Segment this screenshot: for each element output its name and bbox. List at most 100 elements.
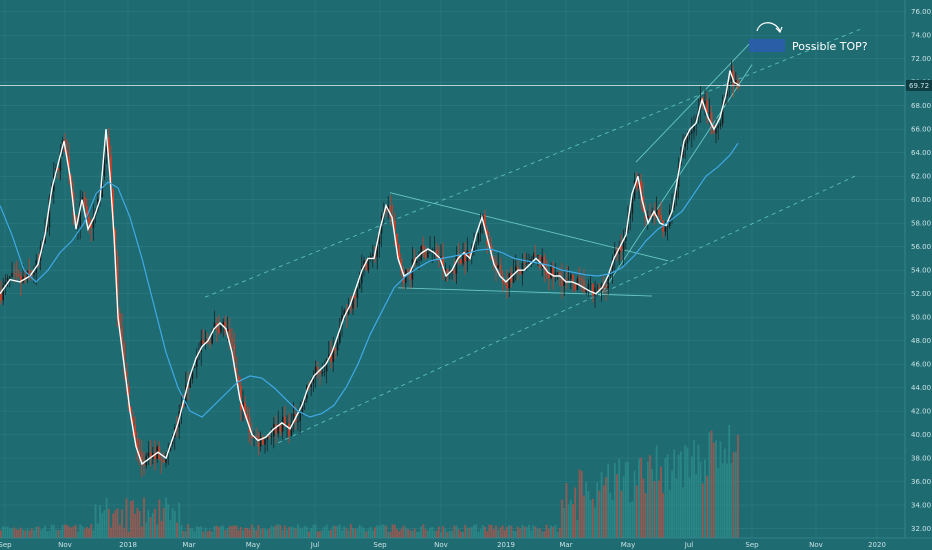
candle-body bbox=[552, 266, 554, 277]
candle-body bbox=[684, 143, 686, 148]
volume-bar bbox=[523, 526, 526, 538]
candle-body bbox=[268, 436, 271, 438]
volume-bar bbox=[125, 498, 128, 538]
volume-bar bbox=[404, 527, 407, 538]
y-tick-label: 52.00 bbox=[911, 290, 931, 298]
candle-body bbox=[534, 255, 537, 256]
x-tick-label: 2018 bbox=[119, 541, 137, 549]
volume-bar bbox=[235, 525, 238, 538]
candle-body bbox=[402, 271, 405, 283]
volume-bar bbox=[611, 499, 614, 538]
candle-body bbox=[620, 245, 623, 252]
volume-bar bbox=[22, 529, 24, 538]
volume-bar bbox=[457, 529, 460, 538]
volume-bar bbox=[33, 530, 35, 538]
candle-body bbox=[453, 270, 455, 274]
candle-body bbox=[649, 215, 651, 218]
volume-bar bbox=[585, 482, 588, 538]
candle-body bbox=[114, 230, 117, 257]
volume-bar bbox=[547, 528, 550, 538]
volume-bar bbox=[217, 526, 220, 538]
volume-bar bbox=[356, 528, 359, 538]
volume-bar bbox=[184, 531, 187, 538]
candle-body bbox=[675, 187, 678, 198]
candle-body bbox=[209, 342, 211, 344]
candle-body bbox=[259, 436, 262, 447]
y-tick-label: 60.00 bbox=[911, 196, 931, 204]
candle-body bbox=[328, 354, 330, 359]
volume-bar bbox=[605, 476, 607, 538]
channel-upper-line bbox=[204, 28, 861, 298]
volume-bar bbox=[690, 456, 693, 538]
candle-body bbox=[352, 295, 354, 309]
candle-body bbox=[57, 167, 59, 171]
candle-body bbox=[460, 259, 462, 264]
candle-body bbox=[530, 259, 532, 262]
volume-bar bbox=[534, 526, 537, 538]
volume-bar bbox=[266, 529, 269, 538]
slow-moving-average-line bbox=[0, 142, 739, 418]
volume-bar bbox=[671, 470, 673, 538]
channel-lower-line bbox=[277, 175, 856, 444]
annotation-note: Possible TOP? bbox=[749, 22, 868, 53]
volume-bar bbox=[444, 529, 447, 538]
candle-body bbox=[653, 211, 656, 216]
volume-bar bbox=[28, 530, 31, 538]
candle-body bbox=[231, 337, 233, 345]
volume-bar bbox=[332, 525, 335, 538]
candle-body bbox=[77, 225, 79, 228]
candle-body bbox=[321, 372, 323, 374]
candle-body bbox=[660, 214, 662, 221]
volume-bar bbox=[349, 524, 352, 538]
volume-bar bbox=[19, 527, 22, 538]
volume-bar bbox=[11, 527, 13, 538]
candle-body bbox=[658, 209, 660, 215]
grid bbox=[0, 0, 905, 538]
candle-body bbox=[495, 261, 497, 268]
volume-bar bbox=[622, 476, 625, 538]
volume-bar bbox=[83, 528, 86, 538]
volume-bar bbox=[105, 497, 108, 538]
volume-bar bbox=[488, 524, 491, 538]
candle-body bbox=[504, 282, 506, 284]
volume-bar bbox=[268, 528, 271, 538]
candle-body bbox=[46, 227, 48, 231]
volume-bar bbox=[336, 525, 339, 538]
y-tick-label: 54.00 bbox=[911, 267, 931, 275]
candle-body bbox=[279, 424, 282, 432]
volume-bar bbox=[393, 524, 396, 538]
candle-body bbox=[17, 274, 20, 277]
volume-bar bbox=[715, 440, 717, 538]
volume-bar bbox=[646, 461, 649, 538]
candle-body bbox=[92, 216, 95, 228]
y-tick-label: 48.00 bbox=[911, 337, 931, 345]
candle-body bbox=[431, 249, 433, 251]
candle-body bbox=[567, 278, 570, 280]
candle-body bbox=[240, 385, 242, 410]
curved-arrow-head-icon bbox=[775, 26, 783, 34]
candle-body bbox=[334, 348, 337, 351]
volume-bar bbox=[330, 529, 332, 538]
candle-body bbox=[435, 249, 438, 257]
price-label-box bbox=[906, 80, 932, 92]
candle-body bbox=[389, 205, 392, 218]
candle-body bbox=[286, 423, 288, 425]
candle-body bbox=[479, 222, 482, 233]
candle-body bbox=[356, 288, 359, 299]
candle-body bbox=[528, 261, 530, 264]
candle-body bbox=[708, 112, 711, 114]
candle-body bbox=[691, 131, 693, 134]
candle-body bbox=[732, 70, 735, 86]
volume-bar bbox=[136, 507, 139, 538]
volume-bar bbox=[686, 447, 689, 538]
volume-bar bbox=[92, 530, 95, 538]
volume-bar bbox=[149, 516, 152, 538]
volume-bar bbox=[308, 531, 310, 538]
x-tick-label: 2019 bbox=[497, 541, 515, 549]
volume-bar bbox=[706, 475, 709, 538]
volume-bar bbox=[708, 432, 711, 538]
candle-body bbox=[506, 283, 508, 289]
candle-body bbox=[539, 255, 541, 268]
volume-bar bbox=[301, 528, 304, 538]
